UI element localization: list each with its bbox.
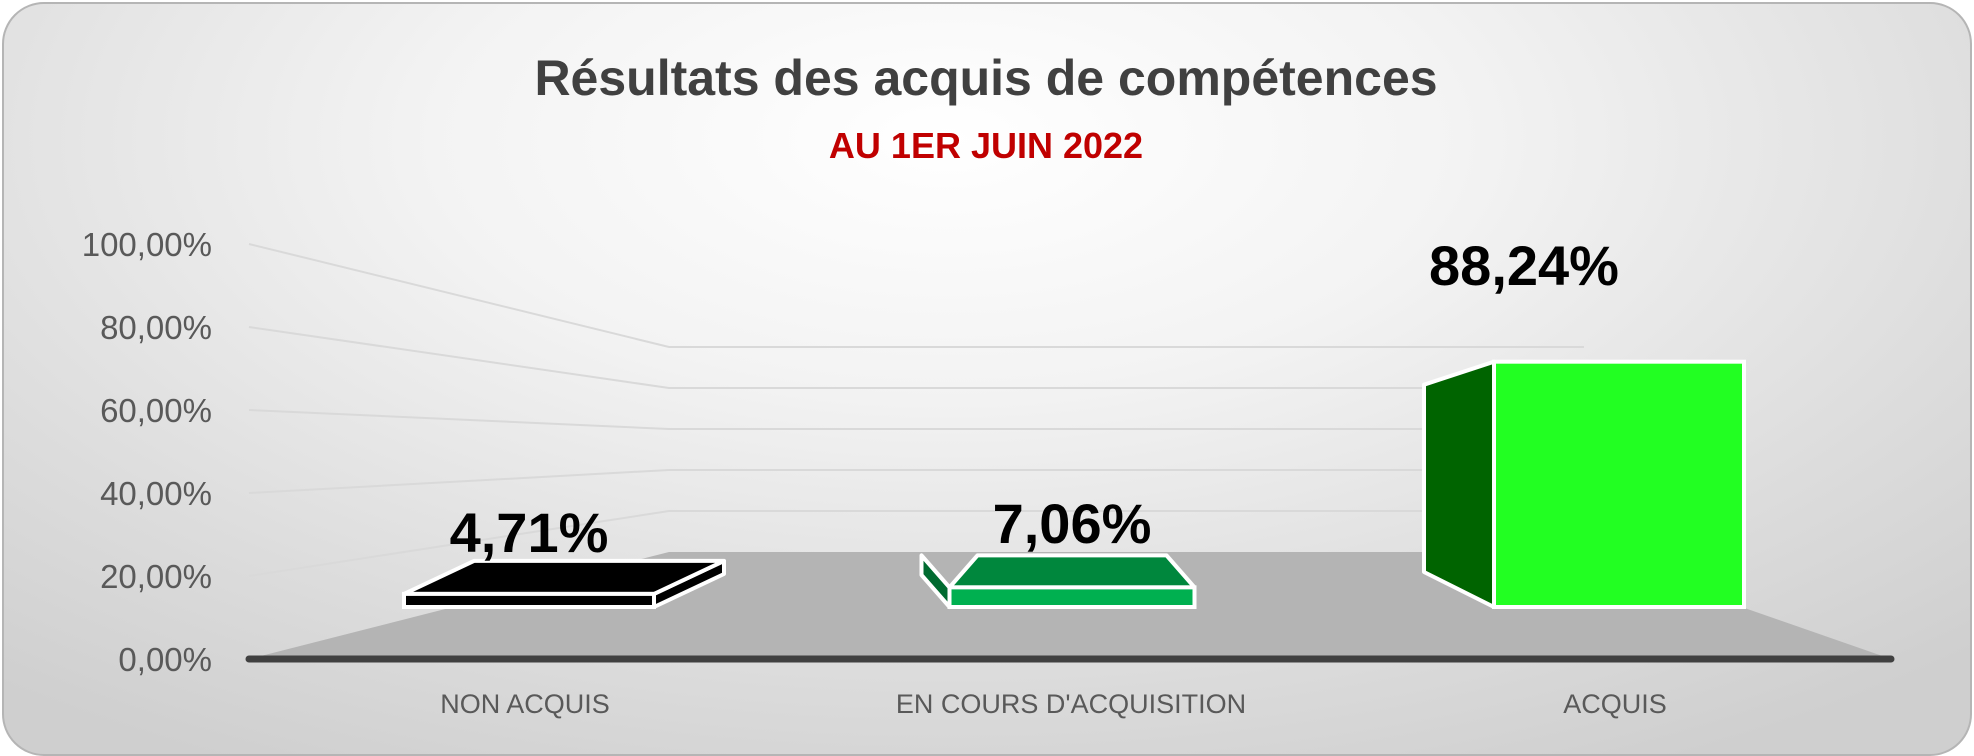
chart-walls: [248, 243, 1584, 577]
x-tick-label: EN COURS D'ACQUISITION: [896, 689, 1246, 719]
gridline: [248, 326, 1584, 389]
chart-subtitle: AU 1ER JUIN 2022: [829, 125, 1143, 166]
gridline: [248, 510, 1584, 577]
chart-canvas: Résultats des acquis de compétences AU 1…: [82, 50, 1895, 719]
bar-side-face: [1422, 359, 1496, 609]
gridline: [248, 243, 1584, 348]
y-tick-label: 100,00%: [82, 226, 212, 263]
y-tick-label: 40,00%: [100, 475, 212, 512]
x-tick-label: ACQUIS: [1563, 689, 1667, 719]
y-tick-label: 80,00%: [100, 309, 212, 346]
bar: [1492, 359, 1746, 610]
gridline: [248, 469, 1584, 494]
y-tick-label: 0,00%: [118, 641, 212, 678]
x-axis-labels: NON ACQUIS EN COURS D'ACQUISITION ACQUIS: [440, 689, 1667, 719]
chart-bars: [402, 359, 1746, 610]
bar: [947, 585, 1197, 610]
y-axis-ticks: 0,00% 20,00% 40,00% 60,00% 80,00% 100,00%: [82, 226, 212, 678]
y-tick-label: 20,00%: [100, 558, 212, 595]
gridline: [248, 409, 1584, 430]
y-tick-label: 60,00%: [100, 392, 212, 429]
data-labels: 4,71% 7,06% 88,24%: [450, 234, 1619, 564]
data-label: 88,24%: [1429, 234, 1619, 297]
data-label: 4,71%: [450, 501, 609, 564]
data-label: 7,06%: [993, 492, 1152, 555]
x-tick-label: NON ACQUIS: [440, 689, 610, 719]
bar-top-face: [947, 553, 1197, 590]
chart-title: Résultats des acquis de compétences: [534, 50, 1437, 106]
bar: [402, 591, 656, 609]
